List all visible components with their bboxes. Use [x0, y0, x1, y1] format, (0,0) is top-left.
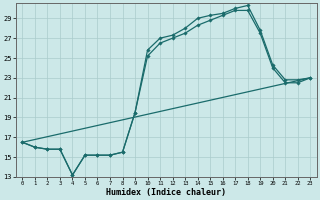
X-axis label: Humidex (Indice chaleur): Humidex (Indice chaleur)	[106, 188, 226, 197]
